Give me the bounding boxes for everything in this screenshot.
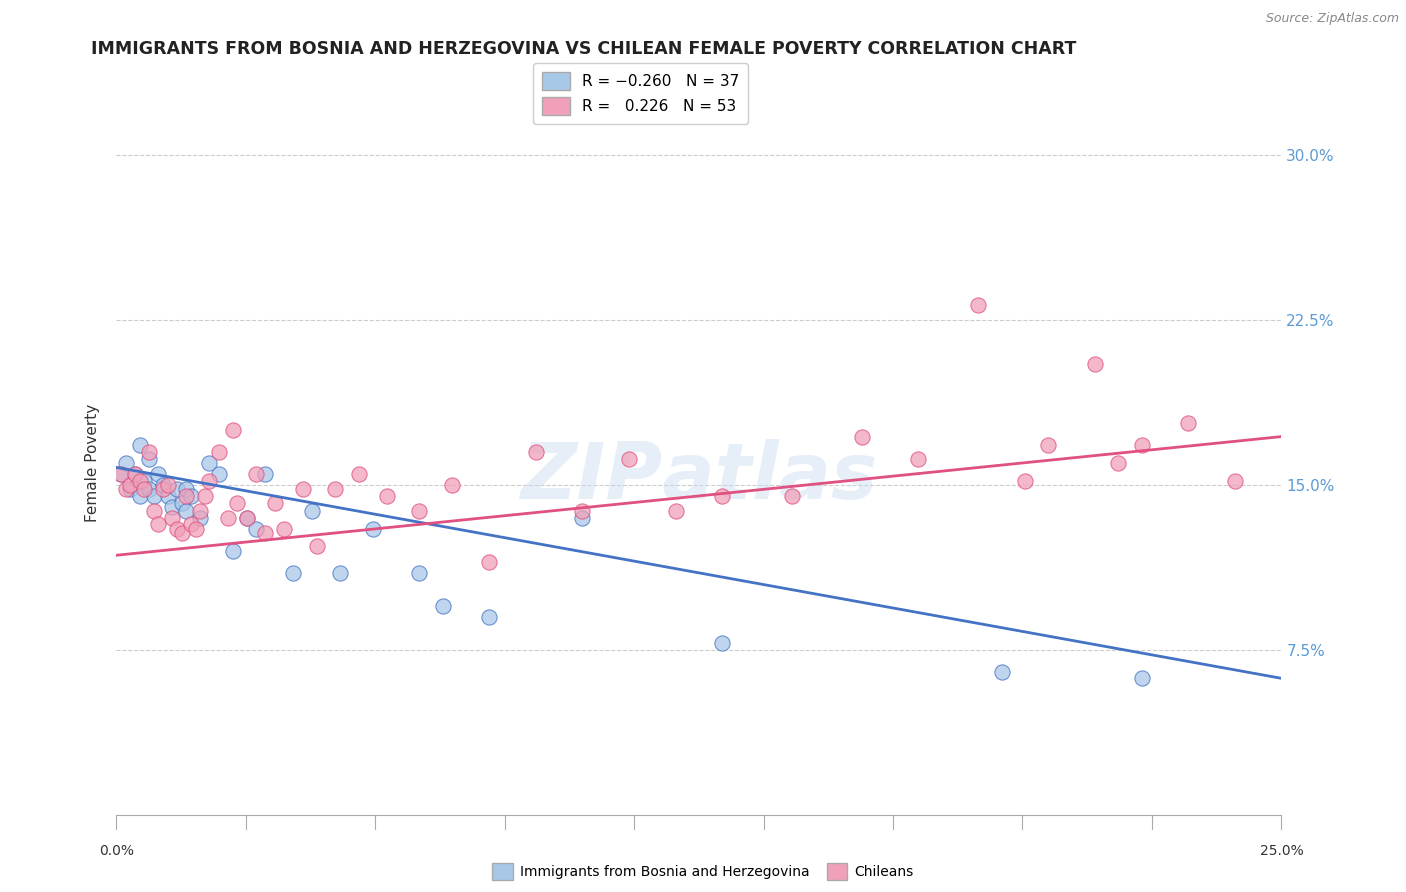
Text: 25.0%: 25.0%: [1260, 844, 1303, 858]
Point: [208, 445, 231, 459]
Point: [907, 451, 929, 466]
Point: [188, 504, 211, 518]
Point: [124, 467, 146, 481]
Point: [128, 438, 150, 452]
Point: [142, 489, 165, 503]
Y-axis label: Female Poverty: Female Poverty: [86, 404, 100, 522]
Point: [305, 540, 328, 554]
Point: [174, 504, 197, 518]
Point: [120, 478, 142, 492]
Point: [208, 467, 231, 481]
Legend: R = −0.260   N = 37, R =   0.226   N = 53: R = −0.260 N = 37, R = 0.226 N = 53: [533, 62, 748, 124]
Point: [478, 555, 501, 569]
Point: [478, 609, 501, 624]
Point: [156, 489, 179, 503]
Point: [114, 456, 136, 470]
Point: [1107, 456, 1129, 470]
Point: [152, 478, 174, 492]
Point: [114, 483, 136, 497]
Point: [110, 467, 132, 481]
Point: [664, 504, 686, 518]
Point: [180, 489, 202, 503]
Point: [1223, 474, 1246, 488]
Point: [990, 665, 1012, 679]
Point: [329, 566, 352, 580]
Point: [110, 467, 132, 481]
Point: [254, 467, 277, 481]
Point: [263, 495, 285, 509]
Point: [128, 489, 150, 503]
Point: [1177, 417, 1199, 431]
Point: [138, 451, 160, 466]
Point: [222, 423, 245, 437]
Point: [323, 483, 346, 497]
Point: [711, 636, 734, 650]
Point: [156, 478, 179, 492]
Point: [283, 566, 305, 580]
Point: [188, 511, 211, 525]
Point: [347, 467, 370, 481]
Point: [1014, 474, 1036, 488]
Point: [166, 483, 188, 497]
Point: [236, 511, 259, 525]
Point: [1130, 671, 1153, 685]
Point: [711, 489, 734, 503]
Point: [184, 522, 207, 536]
Point: [273, 522, 295, 536]
Point: [120, 483, 142, 497]
Point: [160, 500, 183, 514]
Point: [194, 489, 217, 503]
Point: [226, 495, 249, 509]
Point: [148, 517, 170, 532]
Point: [138, 445, 160, 459]
Point: [245, 522, 267, 536]
Point: [571, 511, 593, 525]
Text: 0.0%: 0.0%: [98, 844, 134, 858]
Point: [408, 504, 430, 518]
Point: [174, 489, 197, 503]
Text: IMMIGRANTS FROM BOSNIA AND HERZEGOVINA VS CHILEAN FEMALE POVERTY CORRELATION CHA: IMMIGRANTS FROM BOSNIA AND HERZEGOVINA V…: [91, 40, 1077, 58]
Point: [408, 566, 430, 580]
Point: [174, 483, 197, 497]
Point: [142, 504, 165, 518]
Point: [217, 511, 239, 525]
Point: [124, 467, 146, 481]
Point: [524, 445, 547, 459]
Point: [1038, 438, 1060, 452]
Point: [166, 522, 188, 536]
Point: [198, 474, 221, 488]
Point: [198, 456, 221, 470]
Point: [245, 467, 267, 481]
Legend: Immigrants from Bosnia and Herzegovina, Chileans: Immigrants from Bosnia and Herzegovina, …: [486, 858, 920, 885]
Point: [134, 474, 156, 488]
Point: [440, 478, 463, 492]
Point: [780, 489, 803, 503]
Point: [1084, 357, 1107, 371]
Point: [375, 489, 398, 503]
Point: [160, 511, 183, 525]
Point: [152, 483, 174, 497]
Point: [301, 504, 323, 518]
Text: Source: ZipAtlas.com: Source: ZipAtlas.com: [1265, 12, 1399, 25]
Point: [617, 451, 640, 466]
Point: [571, 504, 593, 518]
Point: [170, 526, 193, 541]
Point: [254, 526, 277, 541]
Text: ZIP​atlas: ZIP​atlas: [520, 439, 877, 515]
Point: [432, 599, 454, 613]
Point: [138, 483, 160, 497]
Point: [148, 467, 170, 481]
Point: [180, 517, 202, 532]
Point: [1130, 438, 1153, 452]
Point: [967, 298, 990, 312]
Point: [134, 483, 156, 497]
Point: [222, 544, 245, 558]
Point: [170, 495, 193, 509]
Point: [291, 483, 314, 497]
Point: [236, 511, 259, 525]
Point: [128, 474, 150, 488]
Point: [361, 522, 384, 536]
Point: [851, 429, 873, 443]
